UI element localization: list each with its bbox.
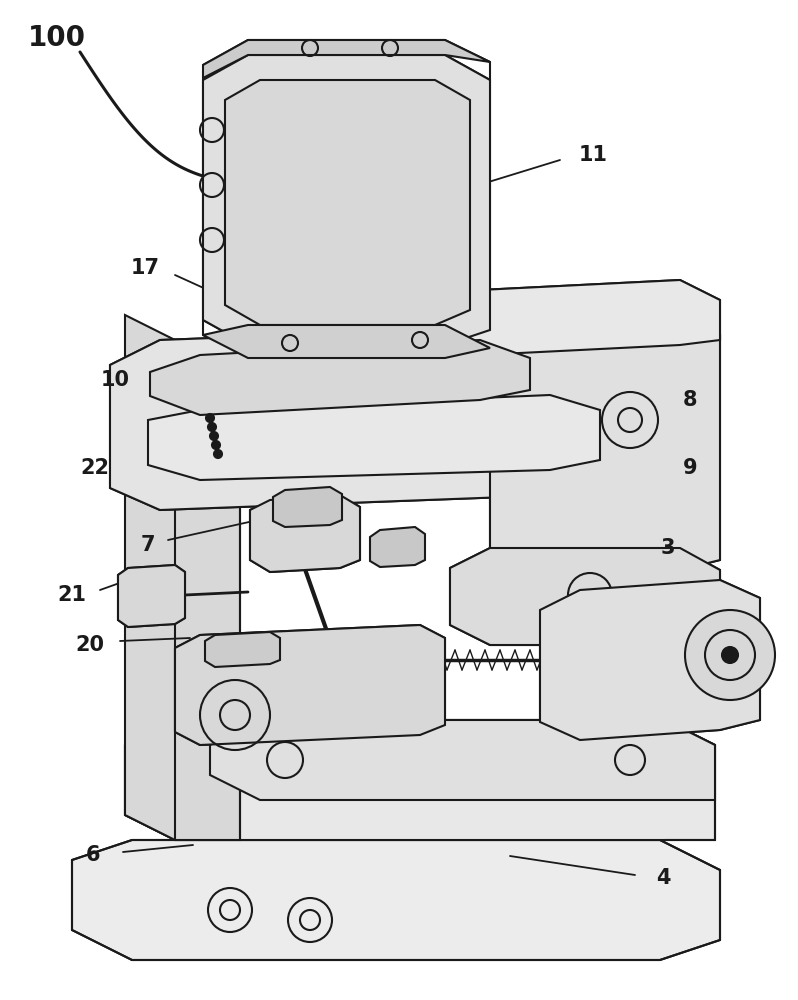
- Polygon shape: [540, 580, 760, 740]
- Polygon shape: [175, 625, 445, 745]
- Text: 8: 8: [683, 390, 697, 410]
- Polygon shape: [250, 495, 360, 572]
- Polygon shape: [125, 720, 715, 840]
- Circle shape: [206, 414, 214, 422]
- Polygon shape: [148, 395, 600, 480]
- Polygon shape: [118, 565, 185, 627]
- Polygon shape: [110, 325, 610, 510]
- Text: 10: 10: [101, 370, 129, 390]
- Polygon shape: [450, 548, 720, 645]
- Text: 4: 4: [656, 868, 670, 888]
- Polygon shape: [205, 632, 280, 667]
- Text: 11: 11: [579, 145, 607, 165]
- Polygon shape: [225, 80, 470, 325]
- Polygon shape: [72, 840, 720, 960]
- Text: 100: 100: [28, 24, 86, 52]
- Circle shape: [685, 610, 775, 700]
- Circle shape: [210, 432, 218, 440]
- Circle shape: [212, 441, 220, 449]
- Polygon shape: [125, 315, 240, 840]
- Text: 5: 5: [649, 685, 663, 705]
- Text: 3: 3: [661, 538, 675, 558]
- Text: 6: 6: [85, 845, 101, 865]
- Text: 22: 22: [81, 458, 109, 478]
- Polygon shape: [150, 340, 530, 415]
- Polygon shape: [203, 40, 490, 78]
- Polygon shape: [210, 720, 715, 800]
- Text: 21: 21: [57, 585, 86, 605]
- Polygon shape: [490, 310, 720, 570]
- Polygon shape: [440, 280, 720, 355]
- Polygon shape: [203, 55, 490, 345]
- Polygon shape: [273, 487, 342, 527]
- Polygon shape: [370, 527, 425, 567]
- Circle shape: [208, 423, 216, 431]
- Circle shape: [214, 450, 222, 458]
- Text: 9: 9: [682, 458, 697, 478]
- Text: 7: 7: [140, 535, 156, 555]
- Text: 20: 20: [76, 635, 105, 655]
- Polygon shape: [203, 325, 490, 358]
- Circle shape: [722, 647, 738, 663]
- Text: 17: 17: [131, 258, 160, 278]
- Text: 92: 92: [623, 290, 653, 310]
